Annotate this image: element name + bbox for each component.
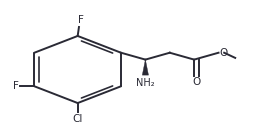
Text: O: O [220, 48, 228, 58]
Text: Cl: Cl [72, 114, 83, 124]
Text: O: O [192, 77, 200, 87]
Text: NH₂: NH₂ [136, 78, 155, 88]
Polygon shape [142, 60, 148, 75]
Text: F: F [13, 81, 19, 91]
Text: F: F [78, 15, 84, 25]
